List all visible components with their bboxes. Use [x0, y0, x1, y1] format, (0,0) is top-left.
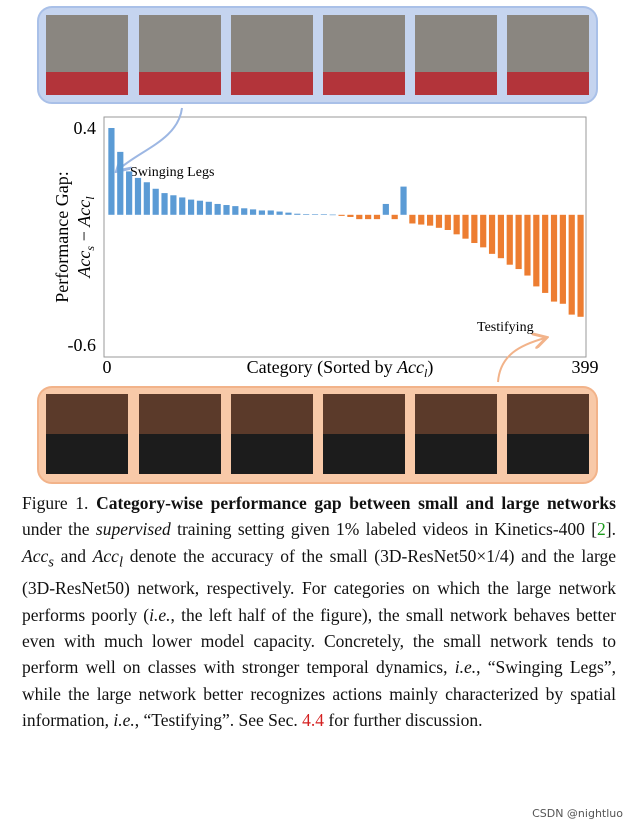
- caption-text: Category-wise performance gap between sm…: [96, 493, 616, 513]
- caption-text: Figure 1.: [22, 493, 97, 513]
- x-label: Category (Sorted by Accl): [247, 357, 434, 380]
- bar: [542, 214, 549, 293]
- caption-text: for further discussion.: [324, 709, 483, 730]
- y-label: Performance Gap:: [52, 171, 72, 302]
- bar: [249, 209, 257, 215]
- bar: [347, 214, 354, 217]
- caption-text: and: [53, 545, 93, 566]
- bar: [453, 214, 460, 235]
- bar: [391, 214, 398, 220]
- bar: [373, 214, 381, 220]
- figure: Swinging Legs Testifying Performance Gap…: [37, 6, 599, 484]
- caption-text: , “Testifying”. See Sec.: [134, 709, 303, 730]
- caption-text: s: [48, 554, 54, 571]
- bar: [196, 200, 204, 215]
- bar: [426, 214, 434, 226]
- caption-text: 4.4: [302, 709, 325, 730]
- bar: [524, 214, 531, 276]
- bar: [550, 214, 558, 302]
- bar: [320, 214, 327, 215]
- bar: [126, 171, 133, 215]
- y-label-formula: Accs − Accl: [74, 196, 97, 279]
- bar: [170, 195, 177, 215]
- photos-top: [46, 15, 589, 95]
- bar: [311, 214, 319, 215]
- caption-text: l: [118, 554, 123, 571]
- caption-text: Acc: [22, 545, 49, 566]
- caption-text: , the left half of the figure), the smal…: [22, 604, 616, 678]
- bar: [497, 214, 505, 259]
- bar: [329, 214, 336, 216]
- bar: [488, 214, 496, 254]
- caption-text: i.e.: [113, 709, 135, 730]
- bar: [400, 186, 407, 215]
- caption-text: training setting given 1% labeled videos…: [170, 519, 598, 540]
- caption-text: i.e.: [149, 604, 171, 625]
- bar: [533, 214, 540, 287]
- bar: [471, 214, 478, 244]
- photos-bottom: [46, 394, 589, 474]
- caption-text: under the: [22, 519, 96, 540]
- bar: [134, 177, 142, 215]
- bar: [515, 214, 522, 270]
- watermark: CSDN @nightluo: [532, 807, 623, 820]
- bar: [409, 214, 416, 224]
- caption-text: Acc: [92, 545, 119, 566]
- caption-text: 2: [597, 519, 606, 540]
- bar: [187, 199, 195, 215]
- caption-text: supervised: [95, 519, 171, 540]
- caption-text: ].: [605, 519, 616, 540]
- bar: [418, 214, 425, 225]
- bar: [108, 128, 115, 215]
- bar: [258, 210, 266, 215]
- arrow: [118, 107, 183, 170]
- bar: [444, 214, 451, 230]
- bar: [506, 214, 513, 265]
- bar: [214, 203, 221, 215]
- caption-text: i.e.: [454, 657, 477, 678]
- bar: [577, 214, 584, 317]
- bar: [267, 210, 274, 215]
- bar: [152, 188, 159, 215]
- annotation: Swinging Legs: [130, 165, 214, 180]
- bar: [241, 208, 248, 215]
- bar: [223, 205, 230, 215]
- bar: [568, 214, 575, 315]
- annotation: Testifying: [477, 320, 534, 335]
- bar: [179, 197, 186, 215]
- plot-frame: [103, 116, 587, 358]
- bar: [356, 214, 363, 220]
- caption: Figure 1. Category-wise performance gap …: [22, 490, 616, 733]
- bar: [276, 211, 283, 215]
- x-tick-label: 0: [103, 357, 112, 377]
- bar: [382, 203, 389, 215]
- bar: [285, 212, 292, 215]
- y-axis-label: Performance Gap: Accs − Accl: [52, 171, 97, 302]
- bar: [294, 213, 301, 215]
- bar: [161, 193, 168, 215]
- caption-text: denote the accuracy of the small (3D-Res…: [22, 545, 616, 625]
- bar: [338, 214, 345, 216]
- bar: [303, 214, 310, 215]
- bar: [232, 206, 239, 215]
- bar: [205, 201, 212, 215]
- bar: [480, 214, 487, 248]
- caption-text: , “Swinging Legs”, while the large netwo…: [22, 657, 616, 730]
- bar: [462, 214, 469, 239]
- x-tick-label: 399: [572, 357, 599, 377]
- bar: [143, 182, 150, 215]
- bar: [365, 214, 372, 220]
- arrow: [497, 338, 545, 383]
- y-tick-label: 0.4: [74, 118, 97, 138]
- bar: [435, 214, 443, 228]
- y-tick-label: -0.6: [68, 335, 97, 355]
- bar: [117, 151, 124, 215]
- bar: [559, 214, 566, 304]
